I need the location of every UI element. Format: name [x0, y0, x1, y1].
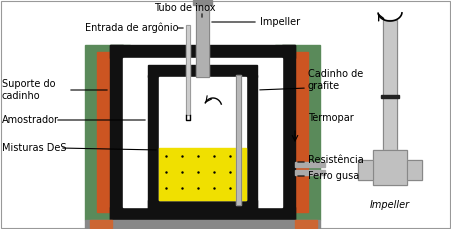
Text: Resistência: Resistência [308, 155, 364, 165]
Bar [295, 220, 317, 228]
Text: Termopar: Termopar [308, 113, 354, 123]
Bar [85, 220, 320, 228]
Bar [381, 95, 399, 98]
Bar [383, 20, 397, 150]
Bar [196, 0, 209, 77]
Text: Tubo de inox: Tubo de inox [154, 3, 216, 13]
Bar [193, 0, 212, 5]
Bar [407, 160, 422, 180]
Text: Misturas DeS: Misturas DeS [2, 143, 66, 153]
Bar [186, 25, 190, 115]
Bar [292, 52, 308, 212]
Bar [358, 160, 373, 180]
Bar [110, 207, 295, 220]
Text: Entrada de argônio: Entrada de argônio [85, 23, 179, 33]
Bar [295, 170, 325, 175]
Bar [110, 45, 123, 220]
Bar [159, 77, 246, 200]
Text: Cadinho de
grafite: Cadinho de grafite [308, 69, 363, 91]
Bar [97, 52, 113, 212]
Bar [246, 75, 257, 210]
Bar [373, 150, 407, 185]
Bar [85, 45, 130, 220]
Bar [148, 65, 257, 77]
Text: Amostrador: Amostrador [2, 115, 59, 125]
Bar [196, 0, 209, 77]
Bar [148, 75, 159, 210]
Bar [282, 45, 295, 220]
Bar [90, 220, 112, 228]
Bar [123, 58, 282, 207]
Bar [358, 160, 373, 180]
Bar [295, 162, 325, 167]
Bar [148, 200, 257, 210]
Text: Suporte do
cadinho: Suporte do cadinho [2, 79, 55, 101]
Bar [236, 75, 241, 205]
Bar [383, 20, 397, 150]
Bar [407, 160, 422, 180]
Bar [236, 75, 241, 205]
Bar [373, 150, 407, 185]
Text: Ferro gusa: Ferro gusa [308, 171, 359, 181]
Text: Impeller: Impeller [260, 17, 300, 27]
Text: Impeller: Impeller [370, 200, 410, 210]
Bar [275, 45, 320, 220]
Bar [186, 25, 190, 115]
Bar [110, 45, 295, 58]
Bar [159, 148, 246, 200]
